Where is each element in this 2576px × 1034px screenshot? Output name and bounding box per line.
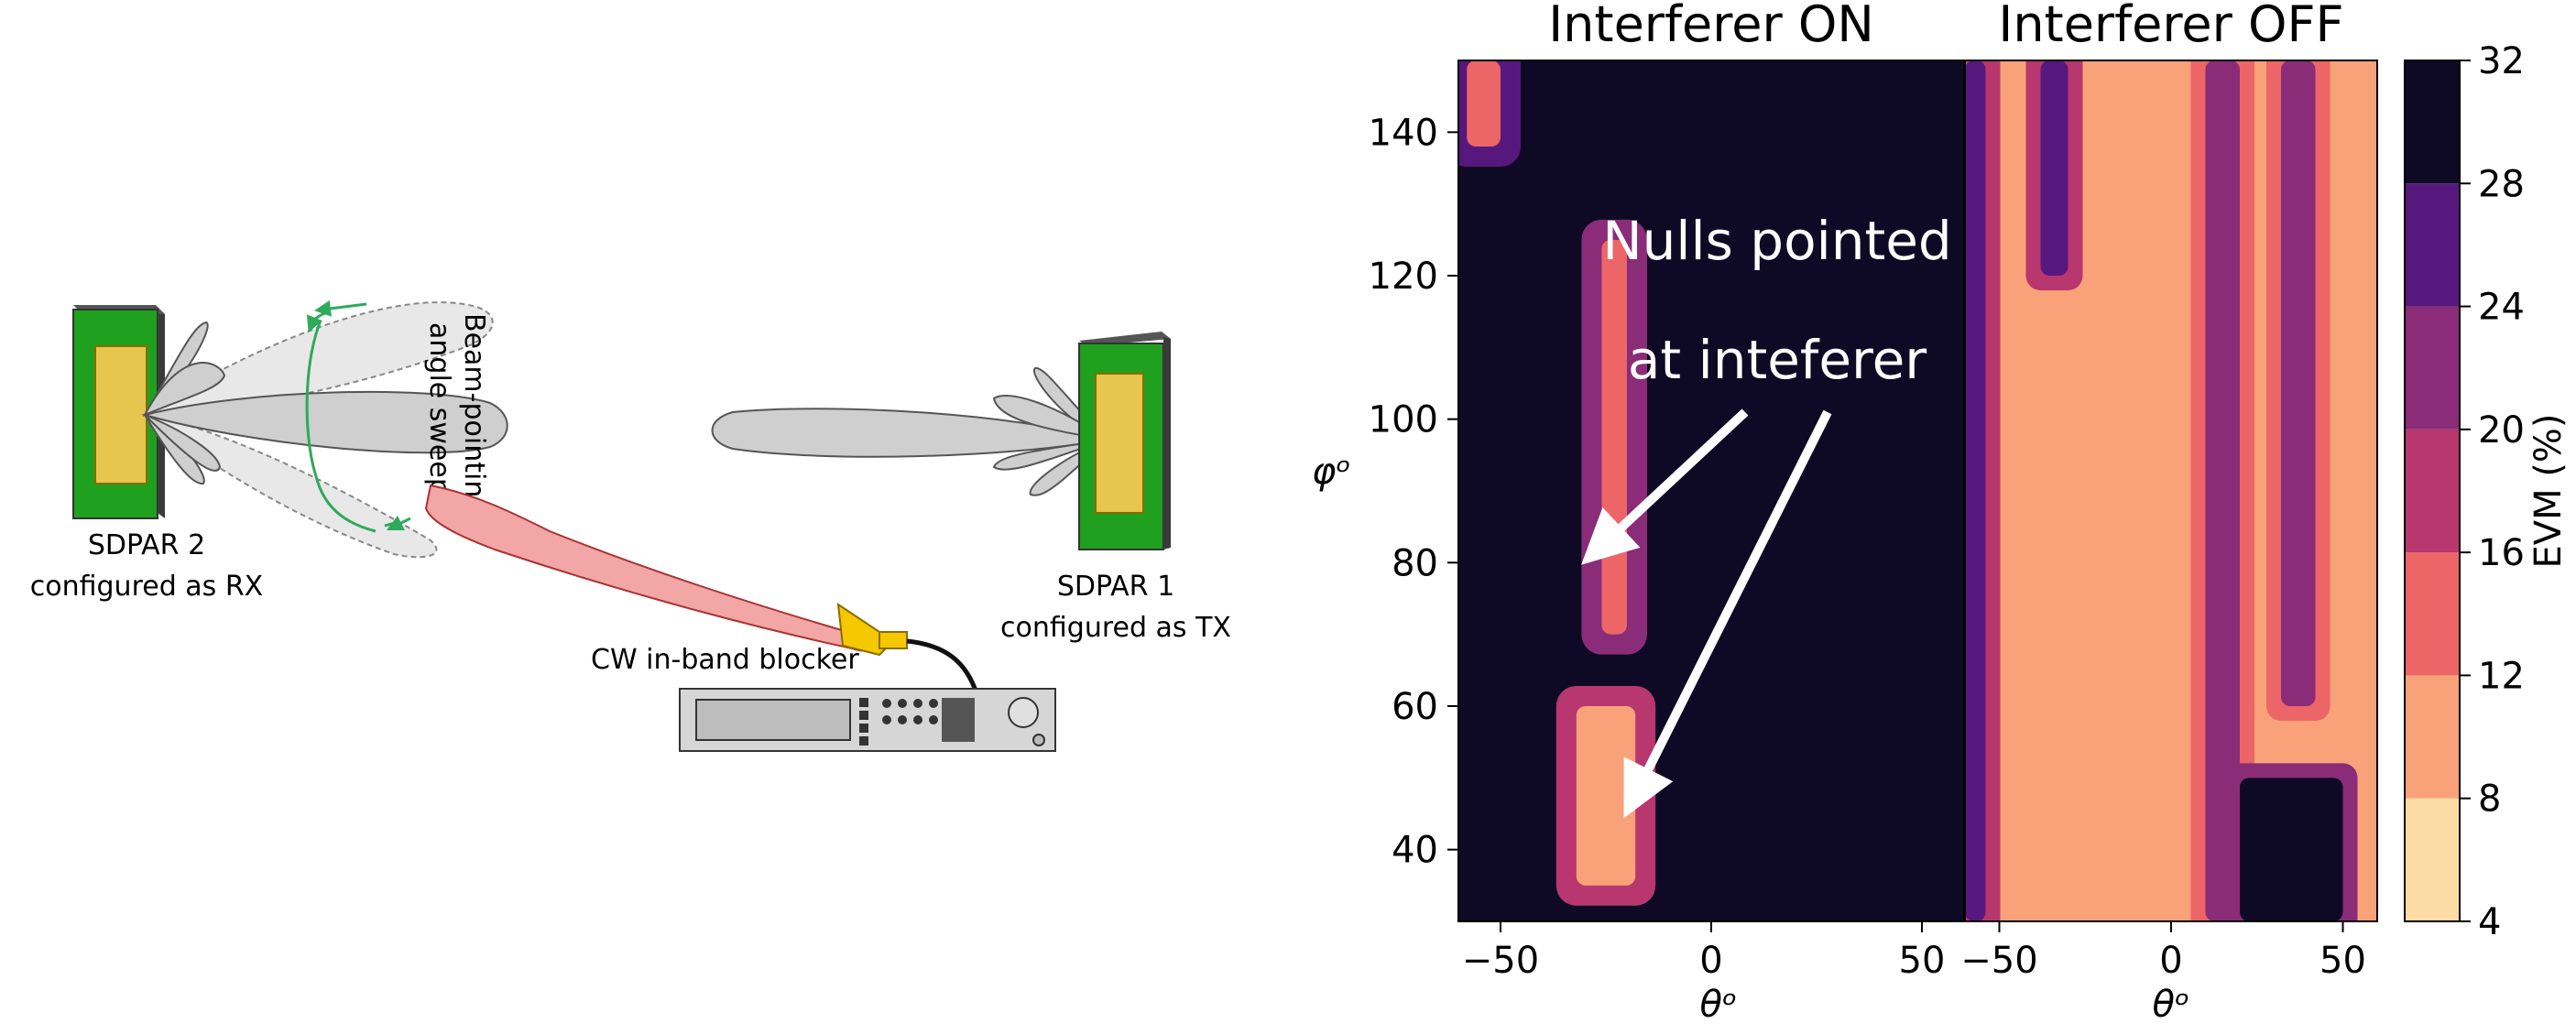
contour-region bbox=[1576, 706, 1636, 886]
colorbar-tick-label: 20 bbox=[2478, 409, 2525, 452]
colorbar-segment bbox=[2405, 798, 2460, 921]
panel-on-title: Interferer ON bbox=[1548, 0, 1873, 53]
contour-region bbox=[1601, 239, 1627, 635]
x-tick-label: 50 bbox=[1899, 940, 1946, 982]
tx-array bbox=[1078, 332, 1171, 550]
panel-interferer-off bbox=[1965, 60, 2377, 921]
x-axis-ticks-on: −50 0 50 bbox=[1462, 921, 1946, 982]
colorbar-tick-label: 24 bbox=[2478, 287, 2525, 329]
y-axis-label: φᵒ bbox=[1312, 451, 1351, 493]
y-axis-ticks: 40 60 80 100 120 140 bbox=[1369, 112, 1458, 872]
tx-label-2: configured as TX bbox=[1000, 612, 1231, 644]
panel-background bbox=[1458, 60, 1964, 921]
panel-off-title: Interferer OFF bbox=[1998, 0, 2343, 53]
y-tick-label: 140 bbox=[1369, 112, 1438, 154]
y-tick-label: 60 bbox=[1392, 686, 1438, 728]
blocker-beam bbox=[424, 484, 881, 652]
x-tick-label: 0 bbox=[1699, 940, 1722, 982]
colorbar-segment bbox=[2405, 60, 2460, 184]
y-tick-label: 80 bbox=[1392, 542, 1438, 584]
blocker-label: CW in-band blocker bbox=[591, 644, 859, 676]
colorbar-segment bbox=[2405, 552, 2460, 676]
rx-label-2: configured as RX bbox=[30, 571, 263, 603]
colorbar-tick-label: 4 bbox=[2478, 901, 2501, 943]
annotation-arrow-1 bbox=[1581, 408, 1749, 565]
x-tick-label: −50 bbox=[1462, 940, 1539, 982]
panel-interferer-on bbox=[1458, 60, 1964, 921]
signal-generator bbox=[679, 688, 1056, 752]
sweep-label-2: angle sweep bbox=[423, 322, 455, 495]
x-axis-label-off: θᵒ bbox=[2152, 984, 2189, 1026]
annotation-line-2: at inteferer bbox=[1628, 329, 1927, 391]
tx-label-1: SDPAR 1 bbox=[1057, 571, 1174, 603]
annotation-arrow-2 bbox=[1623, 409, 1832, 819]
colorbar-segment bbox=[2405, 675, 2460, 799]
x-axis-label-on: θᵒ bbox=[1699, 984, 1737, 1026]
colorbar-frame bbox=[2404, 60, 2461, 922]
contour-region bbox=[2040, 60, 2068, 276]
colorbar-segment bbox=[2405, 429, 2460, 553]
colorbar-tick-label: 32 bbox=[2478, 40, 2525, 82]
annotation-line-1: Nulls pointed bbox=[1602, 210, 1951, 272]
colorbar: 4 8 12 16 20 24 28 32 bbox=[2405, 40, 2525, 943]
contour-region bbox=[2240, 778, 2343, 921]
contour-region bbox=[1965, 60, 1986, 921]
rx-label-1: SDPAR 2 bbox=[88, 529, 205, 561]
rx-beams bbox=[141, 299, 508, 559]
contour-region bbox=[2281, 60, 2316, 706]
colorbar-tick-label: 8 bbox=[2478, 778, 2501, 821]
y-tick-label: 40 bbox=[1392, 830, 1438, 872]
colorbar-tick-label: 16 bbox=[2478, 532, 2525, 574]
y-tick-label: 100 bbox=[1369, 399, 1438, 441]
colorbar-label: EVM (%) bbox=[2527, 413, 2570, 568]
contour-region bbox=[1467, 60, 1501, 147]
x-axis-ticks-off: −50 0 50 bbox=[1960, 921, 2366, 982]
sweep-label-1: Beam-pointing bbox=[458, 313, 490, 515]
colorbar-tick-label: 28 bbox=[2478, 163, 2525, 205]
contour-region bbox=[2205, 60, 2240, 921]
colorbar-segment bbox=[2405, 183, 2460, 307]
y-tick-label: 120 bbox=[1369, 256, 1438, 298]
x-tick-label: 50 bbox=[2319, 940, 2366, 982]
x-tick-label: −50 bbox=[1960, 940, 2037, 982]
colorbar-segment bbox=[2405, 306, 2460, 430]
setup-diagram: Beam-pointing angle sweep SDPAR 2 config… bbox=[30, 299, 1231, 752]
x-tick-label: 0 bbox=[2159, 940, 2182, 982]
colorbar-tick-label: 12 bbox=[2478, 655, 2525, 697]
tx-beams bbox=[711, 366, 1108, 496]
